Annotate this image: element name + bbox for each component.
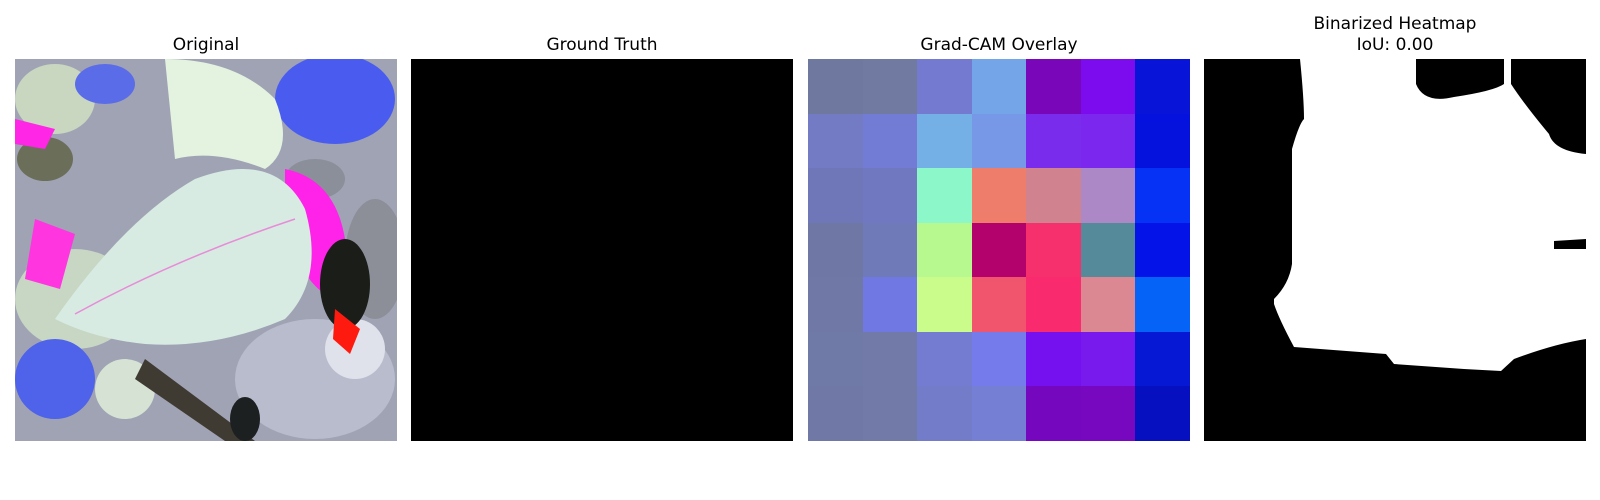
gradcam-cell <box>862 222 918 278</box>
gradcam-cell <box>1080 386 1136 441</box>
gradcam-cell <box>971 59 1027 114</box>
binarized-heatmap <box>1204 59 1586 441</box>
gradcam-cell <box>971 168 1027 223</box>
gradcam-cell <box>1026 113 1081 169</box>
gradcam-cell <box>971 222 1027 278</box>
gradcam-cell <box>808 331 863 387</box>
gradcam-cell <box>1026 222 1081 278</box>
gradcam-cell <box>1135 277 1190 332</box>
ground-truth-title: Ground Truth <box>546 35 658 55</box>
gradcam-cell <box>862 386 918 441</box>
gradcam-cell <box>808 168 863 223</box>
gradcam-cell <box>1080 59 1136 114</box>
gradcam-cell <box>808 59 863 114</box>
gradcam-cell <box>1080 222 1136 278</box>
gradcam-cell <box>862 168 918 223</box>
gradcam-cell <box>917 331 972 387</box>
gradcam-cell <box>971 113 1027 169</box>
binarized-title: Binarized Heatmap <box>1313 14 1477 34</box>
gradcam-title: Grad-CAM Overlay <box>920 35 1078 55</box>
gradcam-cell <box>917 59 972 114</box>
iou-label: IoU: 0.00 <box>1356 35 1434 55</box>
gradcam-cell <box>808 222 863 278</box>
gradcam-cell <box>862 331 918 387</box>
gradcam-cell <box>1080 277 1136 332</box>
gradcam-cell <box>862 59 918 114</box>
gradcam-cell <box>1135 386 1190 441</box>
gradcam-cell <box>1135 331 1190 387</box>
gradcam-cell <box>1026 59 1081 114</box>
gradcam-cell <box>1026 331 1081 387</box>
gradcam-cell <box>1080 168 1136 223</box>
gradcam-cell <box>917 222 972 278</box>
gradcam-cell <box>808 277 863 332</box>
gradcam-cell <box>808 113 863 169</box>
gradcam-cell <box>1026 386 1081 441</box>
gradcam-cell <box>808 386 863 441</box>
gradcam-cell <box>971 277 1027 332</box>
gradcam-cell <box>1080 113 1136 169</box>
gradcam-cell <box>862 113 918 169</box>
gradcam-cell <box>971 331 1027 387</box>
gradcam-cell <box>917 386 972 441</box>
gradcam-cell <box>862 277 918 332</box>
gradcam-cell <box>917 113 972 169</box>
ground-truth-mask <box>411 59 793 441</box>
gradcam-overlay <box>808 59 1190 441</box>
gradcam-cell <box>971 386 1027 441</box>
gradcam-cell <box>1026 277 1081 332</box>
original-image <box>15 59 397 441</box>
gradcam-cell <box>1135 59 1190 114</box>
gradcam-cell <box>1135 113 1190 169</box>
gradcam-grid <box>808 59 1190 441</box>
gradcam-cell <box>1080 331 1136 387</box>
gradcam-cell <box>917 277 972 332</box>
gradcam-cell <box>1026 168 1081 223</box>
gradcam-cell <box>1135 222 1190 278</box>
gradcam-cell <box>1135 168 1190 223</box>
gradcam-cell <box>917 168 972 223</box>
original-title: Original <box>172 35 240 55</box>
